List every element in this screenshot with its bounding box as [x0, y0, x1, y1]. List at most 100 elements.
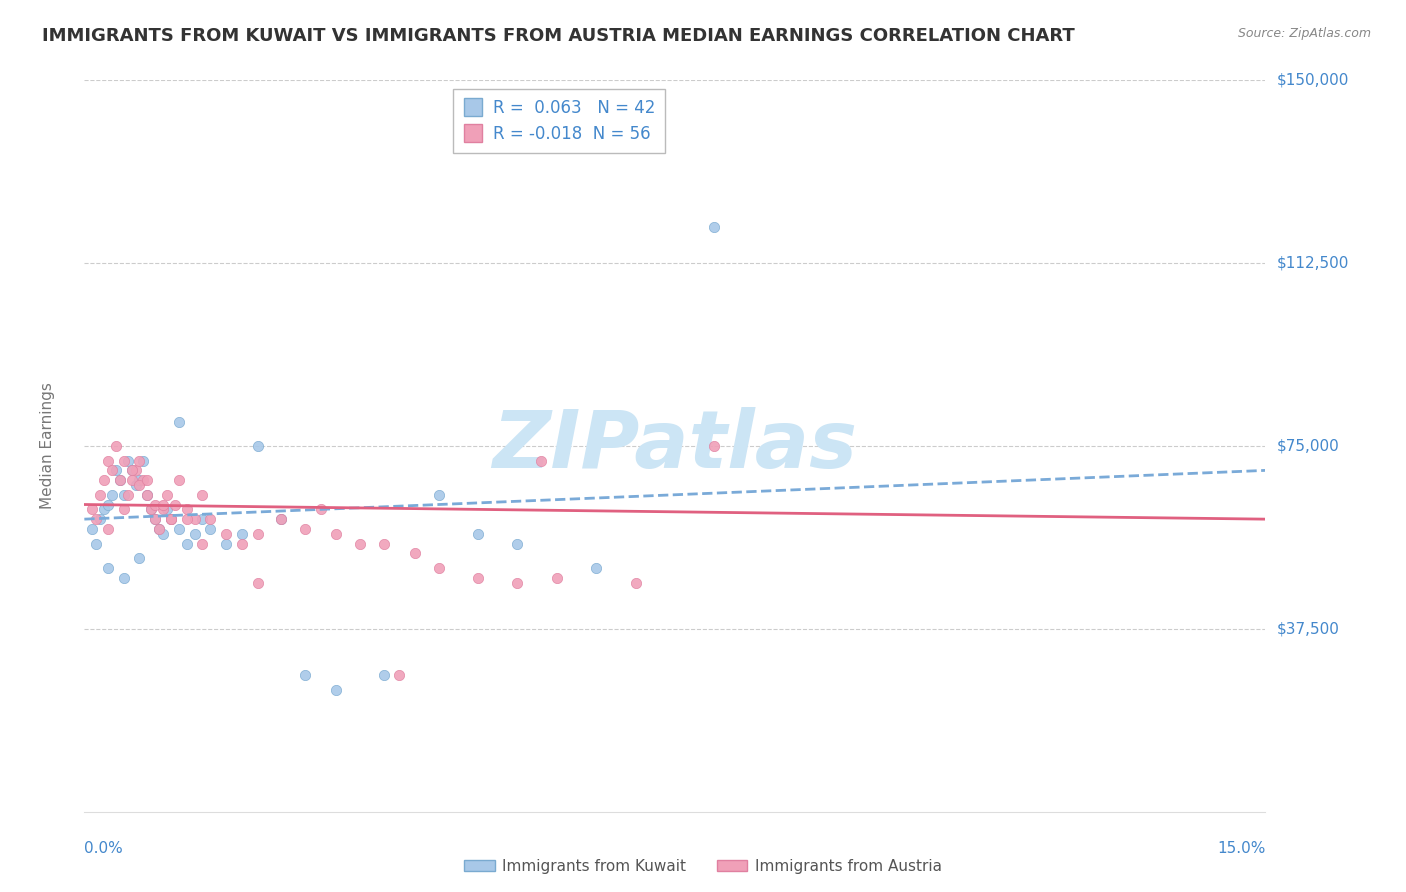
Point [163, 498, 186, 512]
Point [294, 668, 316, 682]
Point [467, 571, 489, 585]
Point [104, 463, 127, 477]
Point [176, 536, 198, 550]
Point [128, 478, 150, 492]
Point [112, 502, 135, 516]
Point [270, 512, 292, 526]
Point [231, 526, 253, 541]
Point [93, 473, 115, 487]
Point [585, 561, 607, 575]
Point [215, 526, 238, 541]
Point [97, 498, 120, 512]
Point [152, 526, 174, 541]
Point [427, 488, 450, 502]
Point [294, 522, 316, 536]
Point [152, 502, 174, 516]
Point [152, 498, 174, 512]
Point [325, 526, 347, 541]
Text: 0.0%: 0.0% [84, 841, 124, 856]
Point [624, 575, 647, 590]
Point [132, 453, 155, 467]
Point [703, 219, 725, 234]
Point [128, 551, 150, 566]
Point [121, 473, 143, 487]
Point [270, 512, 292, 526]
Point [325, 682, 347, 697]
Point [82, 522, 104, 536]
Point [160, 512, 183, 526]
Point [143, 512, 166, 526]
Point [128, 453, 150, 467]
Text: ZIPatlas: ZIPatlas [492, 407, 858, 485]
Point [136, 488, 159, 502]
Text: IMMIGRANTS FROM KUWAIT VS IMMIGRANTS FROM AUSTRIA MEDIAN EARNINGS CORRELATION CH: IMMIGRANTS FROM KUWAIT VS IMMIGRANTS FRO… [42, 27, 1076, 45]
Point [309, 502, 332, 516]
Point [246, 575, 269, 590]
Point [388, 668, 411, 682]
Point [160, 512, 183, 526]
Point [112, 488, 135, 502]
Point [349, 536, 371, 550]
Point [148, 522, 170, 536]
Point [246, 526, 269, 541]
Point [246, 439, 269, 453]
Point [231, 536, 253, 550]
Point [703, 439, 725, 453]
Point [200, 522, 222, 536]
Point [200, 512, 222, 526]
Point [546, 571, 568, 585]
Point [467, 526, 489, 541]
Point [101, 488, 124, 502]
Point [117, 488, 139, 502]
Point [97, 522, 120, 536]
Point [143, 512, 166, 526]
Point [167, 522, 190, 536]
Text: $37,500: $37,500 [1277, 622, 1340, 636]
Point [215, 536, 238, 550]
Point [148, 522, 170, 536]
Point [141, 502, 163, 516]
Point [93, 502, 115, 516]
Text: Median Earnings: Median Earnings [39, 383, 55, 509]
Point [167, 415, 190, 429]
Point [101, 463, 124, 477]
Point [117, 453, 139, 467]
Point [191, 488, 214, 502]
Point [97, 561, 120, 575]
Point [97, 453, 120, 467]
Point [373, 536, 395, 550]
Text: 15.0%: 15.0% [1218, 841, 1265, 856]
Point [121, 463, 143, 477]
Text: $75,000: $75,000 [1277, 439, 1340, 453]
Point [136, 488, 159, 502]
Point [128, 473, 150, 487]
Text: $112,500: $112,500 [1277, 256, 1348, 270]
Point [373, 668, 395, 682]
Point [427, 561, 450, 575]
Point [191, 512, 214, 526]
Point [84, 512, 107, 526]
Point [167, 473, 190, 487]
Point [89, 488, 111, 502]
Text: Source: ZipAtlas.com: Source: ZipAtlas.com [1237, 27, 1371, 40]
Point [124, 463, 146, 477]
Point [104, 439, 127, 453]
Point [136, 473, 159, 487]
Point [506, 575, 529, 590]
Point [112, 453, 135, 467]
Point [143, 498, 166, 512]
Point [156, 502, 179, 516]
Legend: Immigrants from Kuwait, Immigrants from Austria: Immigrants from Kuwait, Immigrants from … [458, 853, 948, 880]
Point [530, 453, 553, 467]
Point [404, 546, 426, 560]
Point [156, 488, 179, 502]
Point [132, 473, 155, 487]
Point [108, 473, 131, 487]
Point [160, 512, 183, 526]
Legend: R =  0.063   N = 42, R = -0.018  N = 56: R = 0.063 N = 42, R = -0.018 N = 56 [453, 88, 665, 153]
Point [84, 536, 107, 550]
Point [176, 502, 198, 516]
Point [124, 478, 146, 492]
Point [183, 512, 205, 526]
Text: $150,000: $150,000 [1277, 73, 1348, 87]
